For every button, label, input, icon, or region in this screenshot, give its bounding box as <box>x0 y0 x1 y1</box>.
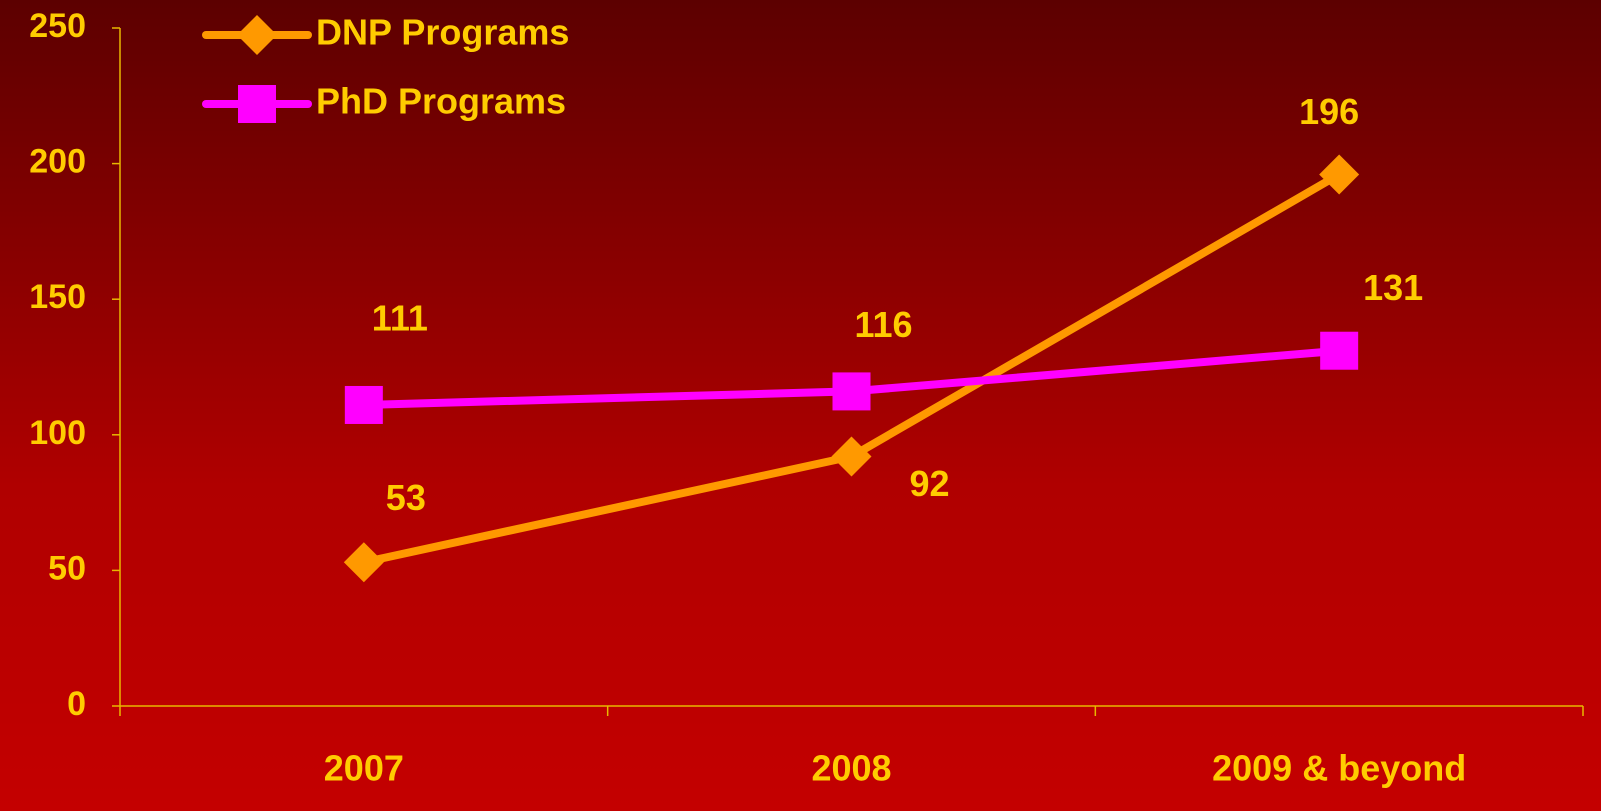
y-tick-label: 200 <box>29 143 86 181</box>
data-label: 111 <box>372 297 428 338</box>
y-tick-label: 150 <box>29 278 86 316</box>
data-label: 131 <box>1363 267 1423 308</box>
legend-label: DNP Programs <box>316 12 569 53</box>
data-point <box>1319 154 1360 195</box>
y-tick-label: 0 <box>67 685 86 723</box>
legend-label: PhD Programs <box>316 81 566 122</box>
y-tick-label: 50 <box>48 549 86 587</box>
x-tick-label: 2008 <box>811 748 891 789</box>
x-tick-label: 2009 & beyond <box>1212 748 1466 789</box>
data-point <box>343 542 384 583</box>
data-point <box>344 385 383 424</box>
data-point <box>831 436 872 477</box>
data-label: 116 <box>854 304 912 345</box>
data-label: 92 <box>909 463 949 504</box>
y-tick-label: 250 <box>29 7 86 45</box>
data-point <box>832 372 871 411</box>
legend-marker <box>237 15 277 55</box>
y-tick-label: 100 <box>29 414 86 452</box>
data-point <box>1320 331 1359 370</box>
legend-marker <box>238 85 276 123</box>
data-label: 196 <box>1299 91 1359 132</box>
data-label: 53 <box>386 477 426 518</box>
x-tick-label: 2007 <box>324 748 404 789</box>
plot-area: 0 50 100 150 200 250 2007 2008 2009 & beyond 53 92… <box>29 7 1584 789</box>
